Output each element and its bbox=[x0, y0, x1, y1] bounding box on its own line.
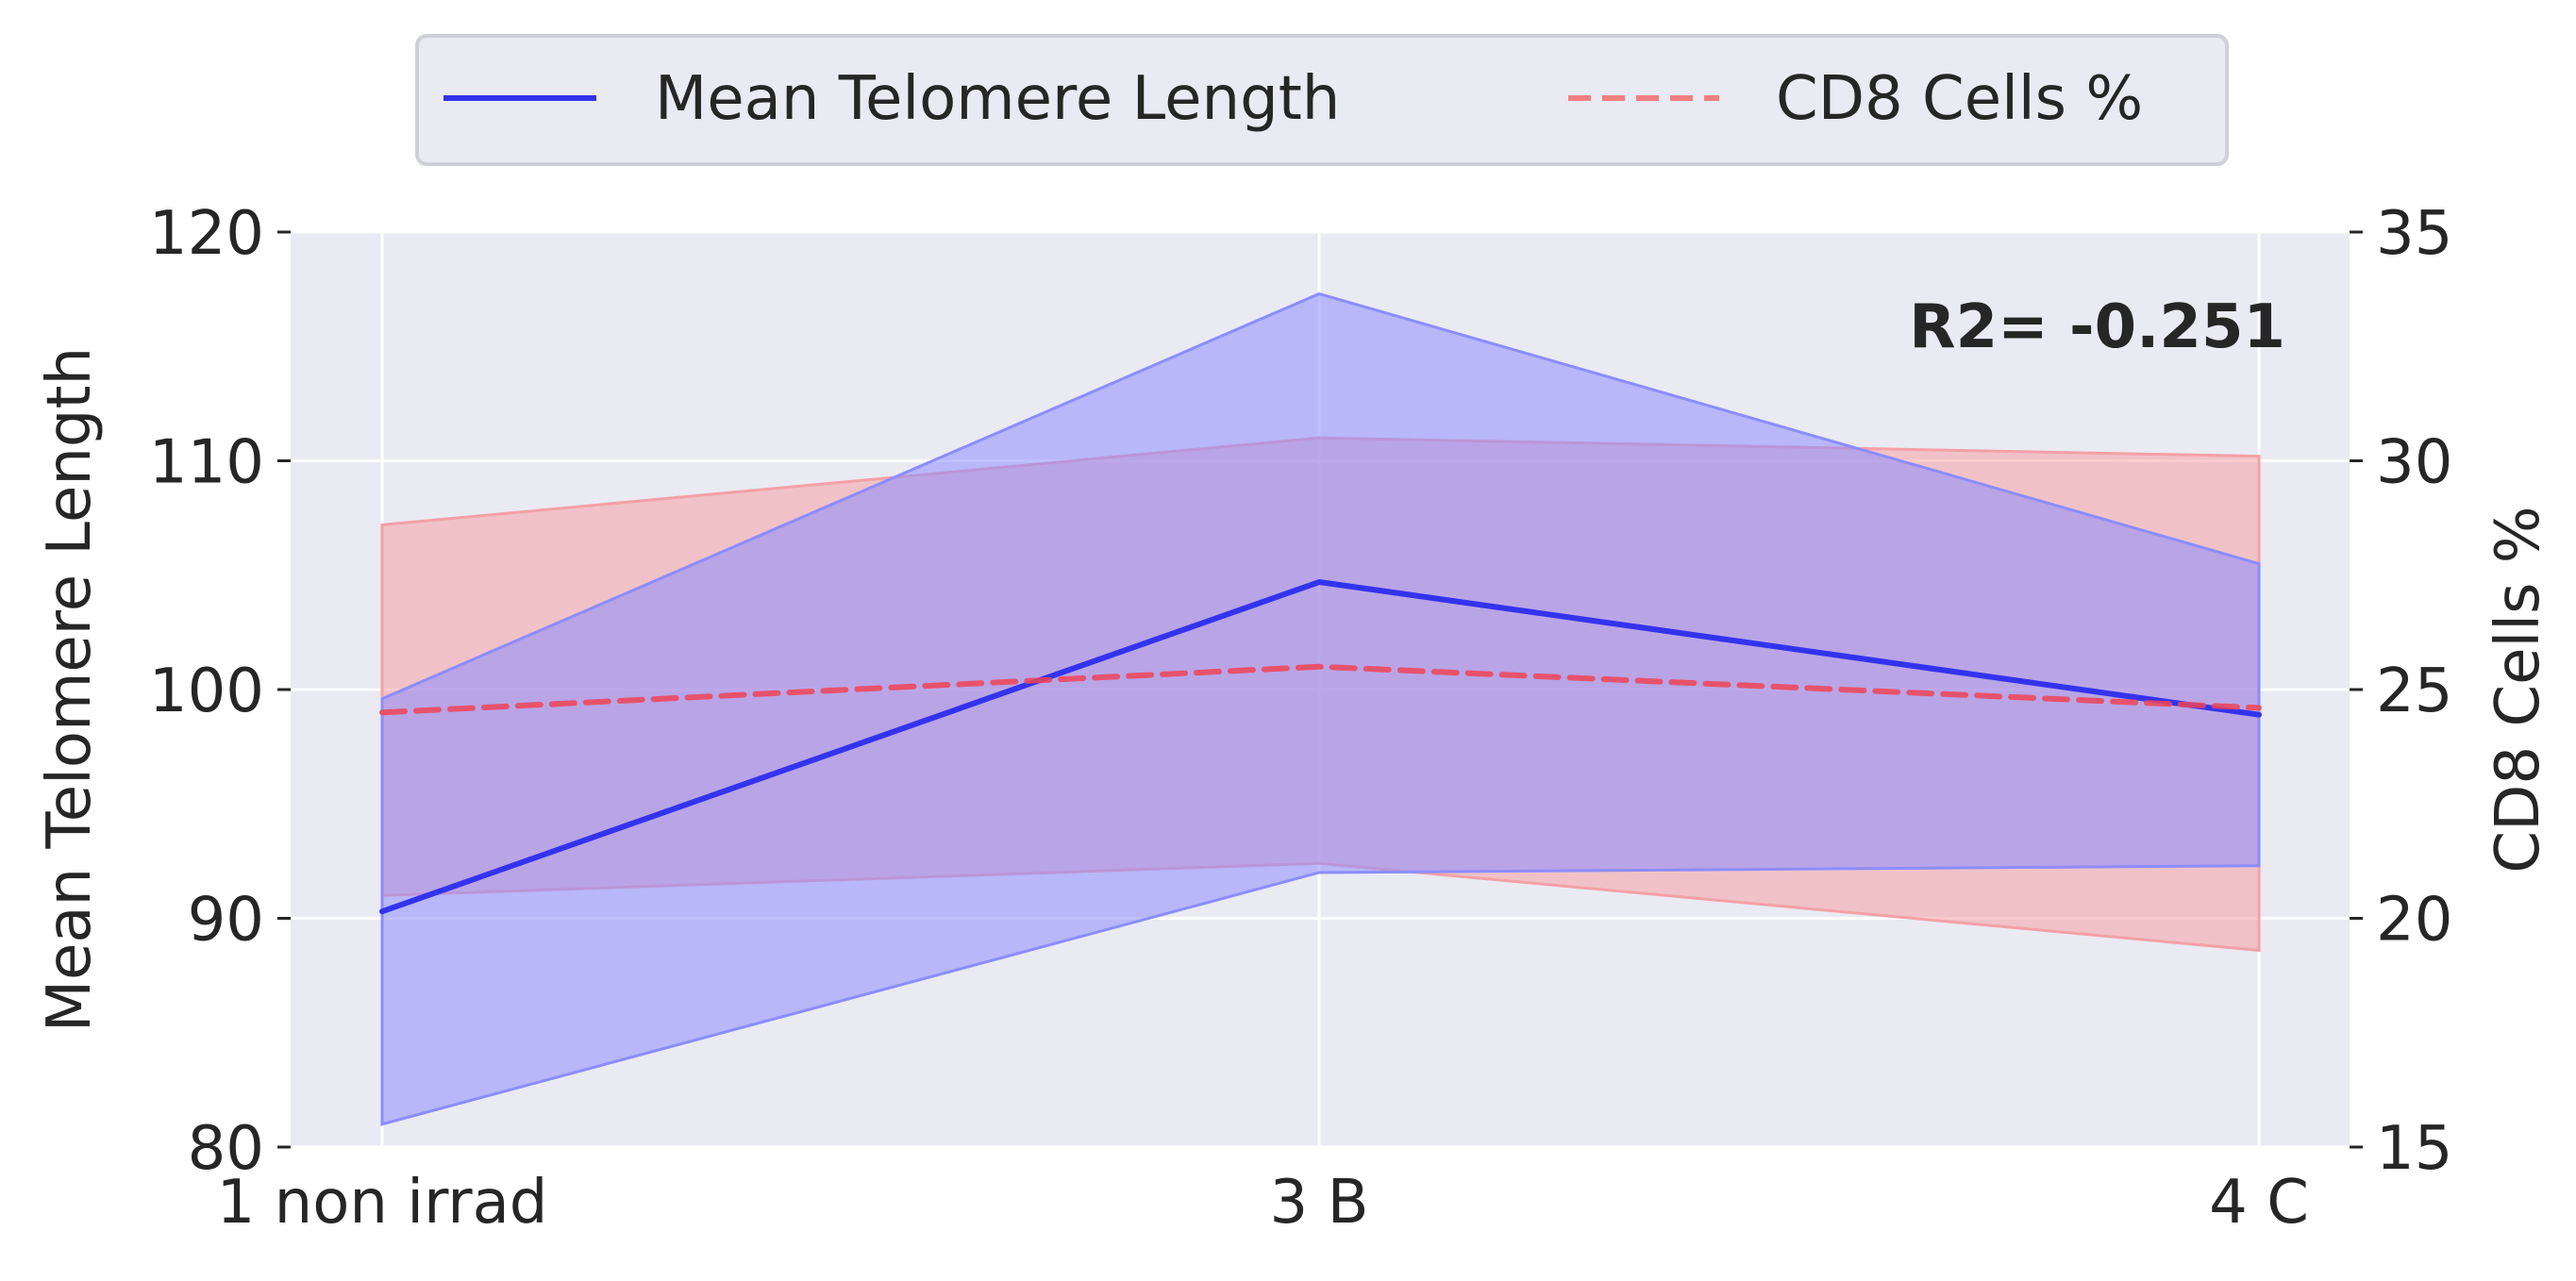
y-axis-label-right: CD8 Cells % bbox=[2484, 506, 2553, 873]
x-tick-label: 3 B bbox=[1270, 1168, 1369, 1238]
y-tick-label-right: 15 bbox=[2376, 1114, 2452, 1184]
y-tick-label-right: 35 bbox=[2376, 199, 2452, 269]
r2-annotation: R2= -0.251 bbox=[1909, 292, 2285, 362]
band-mean-telomere bbox=[380, 291, 2261, 1126]
y-tick-label-right: 20 bbox=[2376, 886, 2452, 956]
legend-label-cd8: CD8 Cells % bbox=[1776, 64, 2143, 134]
y-tick-label-left: 90 bbox=[188, 886, 264, 956]
y-tick-label-left: 120 bbox=[149, 199, 264, 269]
y-tick-label-right: 30 bbox=[2376, 428, 2452, 498]
axes: 80 90 100 110 120 15 20 25 30 35 1 non irrad 3 B 4 C… bbox=[35, 199, 2553, 1238]
series-lines bbox=[379, 579, 2262, 915]
y-tick-label-left: 110 bbox=[149, 428, 264, 498]
x-tick-label: 4 C bbox=[2209, 1168, 2309, 1238]
x-tick-label: 1 non irrad bbox=[217, 1168, 548, 1238]
y-tick-label-right: 25 bbox=[2376, 657, 2452, 726]
y-tick-label-left: 80 bbox=[188, 1114, 264, 1184]
confidence-bands bbox=[380, 291, 2261, 1126]
y-tick-label-left: 100 bbox=[149, 657, 264, 726]
series-line-mean-telomere bbox=[379, 579, 2262, 915]
legend: Mean Telomere Length CD8 Cells % bbox=[415, 34, 2229, 166]
legend-label-mean-telomere: Mean Telomere Length bbox=[655, 64, 1340, 134]
y-axis-label-left: Mean Telomere Length bbox=[35, 347, 105, 1032]
series-line-cd8 bbox=[379, 663, 2262, 716]
legend-box bbox=[415, 34, 2229, 166]
